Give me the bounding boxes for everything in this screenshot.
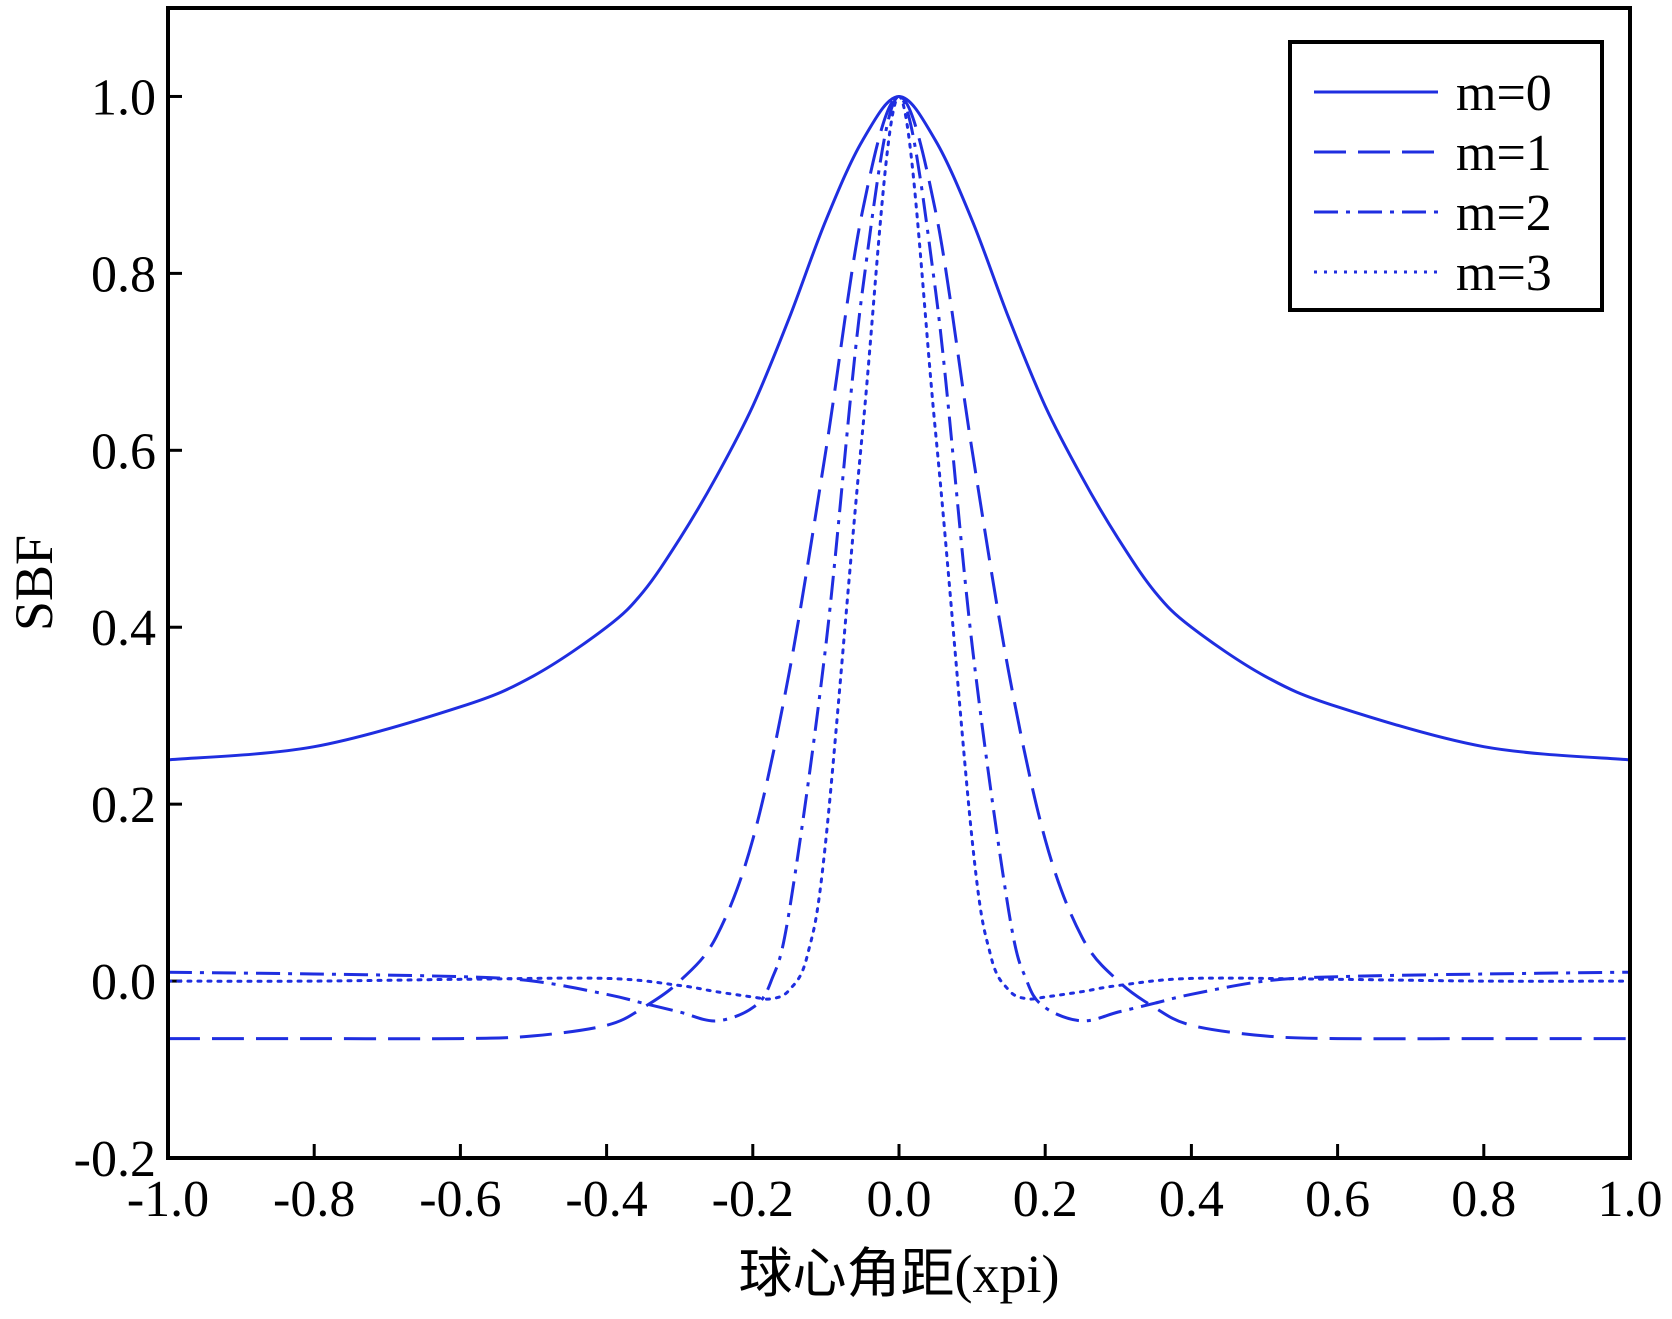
y-axis-title: SBF — [4, 535, 64, 631]
series-line-m3 — [166, 94, 1632, 1001]
x-tick-label: -1.0 — [127, 1171, 209, 1228]
x-tick-label: -0.6 — [419, 1171, 501, 1228]
x-tick-label: 0.4 — [1159, 1171, 1224, 1228]
tick-labels: -1.0 -0.8 -0.6 -0.4 -0.2 0.0 0.2 0.4 0.6 0.8 1.0 -0… — [74, 69, 1663, 1228]
x-tick-label: 1.0 — [1598, 1171, 1663, 1228]
x-tick-label: -0.8 — [273, 1171, 355, 1228]
y-tick-label: 0.0 — [91, 954, 156, 1011]
series-line-m1 — [168, 94, 1630, 1041]
legend-label: m=2 — [1456, 185, 1552, 242]
x-tick-label: -0.4 — [565, 1171, 647, 1228]
plot-area-frame — [166, 6, 1632, 1160]
x-tick-label: 0.8 — [1451, 1171, 1516, 1228]
y-tick-label: 1.0 — [91, 69, 156, 126]
x-axis-title: 球心角距(xpi) — [739, 1244, 1060, 1304]
legend: m=0m=1m=2m=3 — [1288, 40, 1604, 312]
y-tick-label: 0.6 — [91, 423, 156, 480]
legend-label: m=1 — [1456, 125, 1552, 182]
x-tick-label: -0.2 — [712, 1171, 794, 1228]
x-tick-label: 0.0 — [867, 1171, 932, 1228]
legend-label: m=3 — [1456, 245, 1552, 302]
y-tick-label: -0.2 — [74, 1131, 156, 1188]
series-lines — [166, 94, 1632, 1041]
x-tick-label: 0.6 — [1305, 1171, 1370, 1228]
x-tick-label: 0.2 — [1013, 1171, 1078, 1228]
y-tick-label: 0.4 — [91, 600, 156, 657]
legend-label: m=0 — [1456, 65, 1552, 122]
legend-box — [1288, 40, 1604, 312]
y-tick-label: 0.8 — [91, 246, 156, 303]
y-tick-label: 0.2 — [91, 777, 156, 834]
series-line-m2 — [167, 94, 1631, 1023]
